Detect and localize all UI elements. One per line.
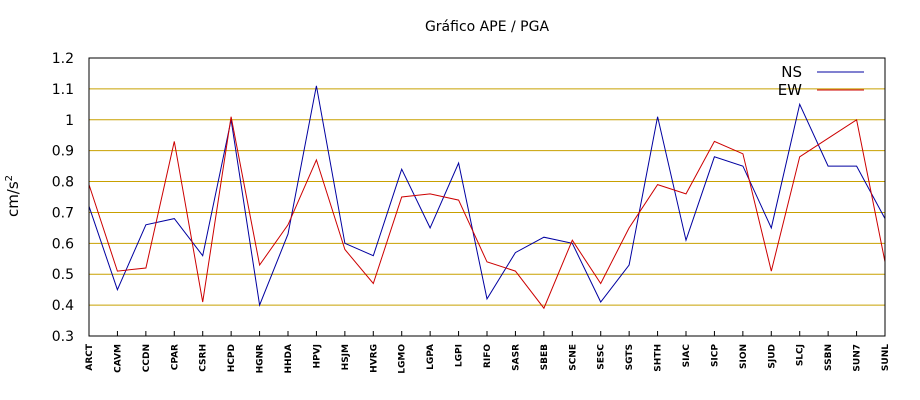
x-tick-label: LGPI (455, 344, 465, 367)
x-tick-label: RIFO (483, 344, 493, 368)
x-tick-label: SGTS (625, 344, 635, 370)
x-tick-label: SICP (710, 344, 720, 367)
y-tick-label: 1 (65, 113, 74, 129)
y-axis-ticks: 0.3 0.4 0.5 0.6 0.7 0.8 0.9 1 1.1 1.2 (52, 51, 74, 345)
legend-label-ns: NS (781, 63, 802, 81)
y-tick-label: 0.8 (52, 175, 74, 191)
x-tick-label: LGMO (398, 344, 408, 374)
x-tick-label: SHTH (654, 344, 664, 372)
y-tick-label: 0.9 (52, 144, 74, 160)
x-tick-label: SESC (597, 344, 607, 370)
y-tick-label: 1.1 (52, 82, 74, 98)
y-tick-label: 0.5 (52, 267, 74, 283)
x-tick-label: CSRH (199, 344, 209, 372)
x-tick-label: ARCT (85, 343, 95, 371)
x-tick-label: CCDN (142, 344, 152, 372)
x-tick-label: HSJM (341, 344, 351, 370)
chart-title: Gráfico APE / PGA (425, 19, 549, 35)
x-tick-label: SSBN (824, 344, 834, 371)
x-axis-ticks: ARCT CAVM CCDN CPAR CSRH HCPD HGNR HHDA HPVJ HSJM… (85, 331, 891, 374)
y-tick-label: 1.2 (52, 51, 74, 67)
x-tick-label: SION (739, 344, 749, 369)
x-tick-label: LGPA (426, 344, 436, 370)
x-tick-label: HGNR (256, 344, 266, 373)
y-tick-label: 0.3 (52, 329, 74, 345)
y-axis-label-superscript: 2 (4, 175, 15, 181)
y-axis-label-text: cm/s (4, 181, 22, 217)
x-tick-label: HCPD (227, 344, 237, 372)
series-line-ns (88, 85, 886, 307)
x-tick-label: HVRG (369, 344, 379, 373)
x-tick-label: CAVM (113, 344, 123, 373)
x-tick-label: SLCJ (796, 344, 806, 366)
x-tick-label: HPVJ (312, 344, 322, 368)
x-tick-label: SCNE (568, 344, 578, 371)
x-tick-label: SBEB (540, 344, 550, 370)
series-line-ew (88, 116, 886, 310)
x-tick-label: SASR (511, 344, 521, 371)
series-lines (88, 85, 886, 310)
x-tick-label: SIAC (682, 344, 692, 368)
y-tick-label: 0.7 (52, 205, 74, 221)
x-tick-label: SUN7 (853, 344, 863, 372)
y-tick-label: 0.4 (52, 298, 74, 314)
x-tick-label: HHDA (284, 344, 294, 374)
x-tick-label: CPAR (170, 344, 180, 370)
x-tick-label: SUNL (881, 344, 891, 371)
x-tick-label: SJUD (767, 344, 777, 369)
plot-frame (88, 57, 886, 337)
legend-label-ew: EW (778, 81, 802, 99)
y-axis-label: cm/s2 (4, 175, 22, 217)
y-tick-label: 0.6 (52, 236, 74, 252)
grid-lines (89, 88, 885, 306)
